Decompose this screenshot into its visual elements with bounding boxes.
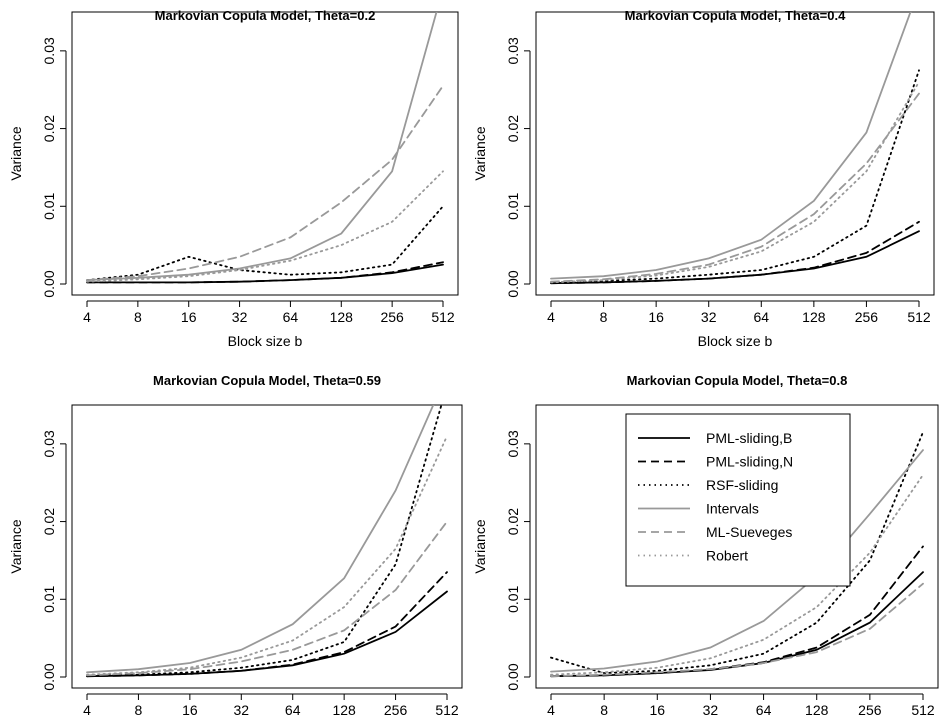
series-line-rsf-sliding xyxy=(86,405,443,678)
x-tick-label: 16 xyxy=(649,702,665,716)
y-axis-label: Variance xyxy=(472,126,488,180)
series-line-pml-sliding-b xyxy=(550,571,924,678)
y-tick-label: 0.03 xyxy=(505,37,521,64)
x-axis-label: Block size b xyxy=(228,333,303,349)
panel-title: Markovian Copula Model, Theta=0.4 xyxy=(625,8,846,23)
x-tick-label: 8 xyxy=(600,702,608,716)
x-tick-label: 16 xyxy=(181,309,197,325)
x-tick-label: 512 xyxy=(431,309,455,325)
y-tick-label: 0.01 xyxy=(505,585,521,612)
y-tick-label: 0.02 xyxy=(41,508,57,535)
x-tick-label: 8 xyxy=(135,702,143,716)
x-tick-label: 256 xyxy=(380,309,404,325)
series-line-ml-sueveges xyxy=(86,84,444,282)
series-line-ml-sueveges xyxy=(550,582,924,678)
x-tick-label: 512 xyxy=(911,702,935,716)
series-line-pml-sliding-n xyxy=(550,220,920,285)
x-tick-label: 8 xyxy=(600,309,608,325)
series-line-rsf-sliding xyxy=(86,205,444,282)
legend-label: PML-sliding,B xyxy=(706,430,792,446)
legend-label: RSF-sliding xyxy=(706,477,778,493)
panel-title: Markovian Copula Model, Theta=0.2 xyxy=(155,8,376,23)
legend-box xyxy=(625,413,851,587)
y-tick-label: 0.03 xyxy=(505,430,521,457)
x-tick-label: 64 xyxy=(753,309,769,325)
x-tick-label: 256 xyxy=(384,702,408,716)
x-tick-label: 64 xyxy=(285,702,301,716)
x-tick-label: 4 xyxy=(547,702,555,716)
x-tick-label: 4 xyxy=(83,309,91,325)
x-tick-label: 256 xyxy=(858,702,882,716)
x-tick-label: 128 xyxy=(802,309,826,325)
series-line-pml-sliding-b xyxy=(86,263,444,284)
panel-title: Markovian Copula Model, Theta=0.59 xyxy=(153,373,381,388)
y-axis-label: Variance xyxy=(8,126,24,180)
x-tick-label: 32 xyxy=(233,702,249,716)
y-tick-label: 0.00 xyxy=(505,663,521,690)
y-tick-label: 0.02 xyxy=(505,508,521,535)
y-tick-label: 0.00 xyxy=(41,663,57,690)
series-line-rsf-sliding xyxy=(550,431,924,675)
plot-frame xyxy=(71,11,459,296)
legend-label: PML-sliding,N xyxy=(706,454,793,470)
x-tick-label: 16 xyxy=(182,702,198,716)
legend-label: Intervals xyxy=(706,501,759,517)
y-tick-label: 0.01 xyxy=(41,585,57,612)
series-line-ml-sueveges xyxy=(550,92,920,283)
x-tick-label: 4 xyxy=(83,702,91,716)
series-line-robert xyxy=(86,170,444,283)
panel-title: Markovian Copula Model, Theta=0.8 xyxy=(627,373,848,388)
series-line-intervals xyxy=(550,449,924,673)
x-tick-label: 32 xyxy=(703,702,719,716)
series-line-ml-sueveges xyxy=(86,520,448,677)
series-line-robert xyxy=(550,81,920,284)
x-tick-label: 256 xyxy=(855,309,879,325)
y-tick-label: 0.03 xyxy=(41,430,57,457)
x-tick-label: 128 xyxy=(332,702,356,716)
x-tick-label: 16 xyxy=(648,309,664,325)
y-tick-label: 0.01 xyxy=(505,192,521,219)
y-tick-label: 0.00 xyxy=(505,270,521,297)
x-tick-label: 64 xyxy=(283,309,299,325)
y-axis-label: Variance xyxy=(472,519,488,573)
x-tick-label: 64 xyxy=(756,702,772,716)
x-tick-label: 512 xyxy=(435,702,459,716)
x-tick-label: 32 xyxy=(701,309,717,325)
series-line-pml-sliding-n xyxy=(86,571,448,678)
series-line-pml-sliding-n xyxy=(86,261,444,284)
legend-label: ML-Sueveges xyxy=(706,524,792,540)
series-line-pml-sliding-b xyxy=(86,590,448,678)
y-tick-label: 0.02 xyxy=(505,115,521,142)
x-axis-label: Block size b xyxy=(698,333,773,349)
series-line-robert xyxy=(86,435,448,676)
x-tick-label: 4 xyxy=(547,309,555,325)
x-tick-label: 128 xyxy=(805,702,829,716)
plot-frame xyxy=(71,404,463,689)
y-tick-label: 0.01 xyxy=(41,192,57,219)
plot-frame xyxy=(535,11,935,296)
series-line-rsf-sliding xyxy=(550,69,920,284)
series-line-intervals xyxy=(86,12,438,282)
series-line-robert xyxy=(550,473,924,676)
y-tick-label: 0.03 xyxy=(41,37,57,64)
x-tick-label: 32 xyxy=(232,309,248,325)
y-axis-label: Variance xyxy=(8,519,24,573)
legend-label: Robert xyxy=(706,548,748,564)
x-tick-label: 512 xyxy=(907,309,931,325)
x-tick-label: 128 xyxy=(330,309,354,325)
plot-frame xyxy=(535,404,939,689)
y-tick-label: 0.02 xyxy=(41,115,57,142)
y-tick-label: 0.00 xyxy=(41,270,57,297)
series-line-intervals xyxy=(550,12,912,280)
series-line-intervals xyxy=(86,405,435,674)
x-tick-label: 8 xyxy=(134,309,142,325)
